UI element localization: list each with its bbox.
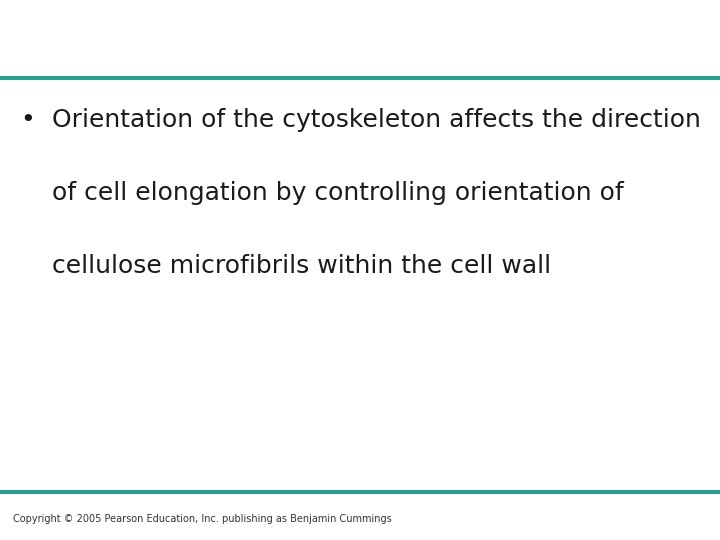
Text: of cell elongation by controlling orientation of: of cell elongation by controlling orient… [52,181,624,205]
Text: •: • [20,108,35,132]
Text: cellulose microfibrils within the cell wall: cellulose microfibrils within the cell w… [52,254,551,278]
Text: Orientation of the cytoskeleton affects the direction: Orientation of the cytoskeleton affects … [52,108,701,132]
Text: Copyright © 2005 Pearson Education, Inc. publishing as Benjamin Cummings: Copyright © 2005 Pearson Education, Inc.… [13,514,392,524]
